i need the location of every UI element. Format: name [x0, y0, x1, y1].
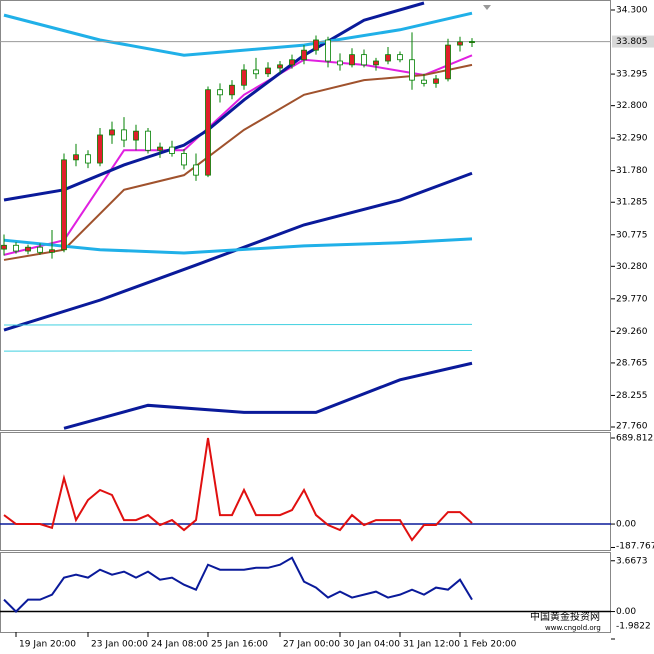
- candle-body: [49, 249, 55, 253]
- candle-body: [277, 64, 283, 69]
- candle-body: [85, 154, 91, 164]
- y-tick-label: 30.280: [616, 262, 648, 272]
- panel-3: [0, 552, 611, 633]
- y-tick-label: 31.285: [616, 198, 648, 208]
- candle-body: [373, 60, 379, 66]
- candle-body: [121, 129, 127, 141]
- y-tick-label: 29.770: [616, 294, 648, 304]
- candle-body: [97, 134, 103, 164]
- candle-body: [301, 49, 307, 61]
- y-tick-label: 30.775: [616, 230, 648, 240]
- candle-body: [361, 54, 367, 66]
- candle-body: [193, 164, 199, 176]
- candle-body: [445, 44, 451, 80]
- candle-body: [313, 39, 319, 51]
- candle-body: [241, 69, 247, 86]
- y-tick-label: -187.767: [616, 542, 654, 552]
- indicator-line: [3, 237, 473, 255]
- candle-body: [421, 79, 427, 84]
- candle-body: [25, 246, 31, 252]
- candle-body: [397, 54, 403, 61]
- candle-body: [385, 54, 391, 62]
- candle-body: [469, 41, 475, 43]
- candle-body: [205, 89, 211, 176]
- y-tick-label: 0.00: [616, 520, 636, 530]
- y-tick-label: 28.765: [616, 358, 648, 368]
- candle-body: [217, 89, 223, 96]
- candle-body: [109, 129, 115, 136]
- candle-body: [265, 67, 271, 75]
- candle-body: [229, 84, 235, 96]
- candle-body: [169, 146, 175, 154]
- y-tick-label: 34.300: [616, 6, 648, 16]
- candle-body: [409, 59, 415, 81]
- x-tick-label: 23 Jan 00:00: [91, 640, 148, 650]
- indicator-line: [3, 63, 473, 261]
- candle-body: [289, 59, 295, 66]
- candle-body: [433, 78, 439, 84]
- main-panel: [0, 0, 611, 431]
- indicator-line: [3, 54, 473, 256]
- y-tick-label: 31.780: [616, 166, 648, 176]
- x-tick-label: 30 Jan 04:00: [343, 640, 400, 650]
- y-tick-label: 32.290: [616, 134, 648, 144]
- y-tick-label: 33.295: [616, 70, 648, 80]
- candle-body: [37, 246, 43, 253]
- indicator-line: [3, 349, 473, 352]
- candle-body: [133, 130, 139, 141]
- y-tick-label: 689.8125: [616, 434, 654, 444]
- y-tick-label: 0.00: [616, 607, 636, 617]
- candle-body: [13, 244, 19, 252]
- indicator-line: [63, 361, 473, 430]
- x-tick-label: 1 Feb 20:00: [463, 640, 517, 650]
- x-tick-label: 24 Jan 08:00: [151, 640, 208, 650]
- candle-body: [253, 69, 259, 75]
- candle-body: [325, 39, 331, 62]
- current-price-box: [612, 35, 654, 48]
- candle-body: [1, 244, 7, 250]
- x-tick-label: 25 Jan 16:00: [211, 640, 268, 650]
- x-tick-label: 19 Jan 20:00: [19, 640, 76, 650]
- y-tick-label: 28.255: [616, 391, 648, 401]
- candle-body: [181, 153, 187, 166]
- current-price-label: 33.805: [616, 37, 648, 47]
- x-tick-label: 31 Jan 12:00: [403, 640, 460, 650]
- y-tick-label: 29.260: [616, 327, 648, 337]
- y-tick-label: 3.6673: [616, 556, 648, 566]
- indicator-line: [3, 556, 473, 613]
- x-tick-label: 27 Jan 00:00: [283, 640, 340, 650]
- candle-body: [73, 154, 79, 161]
- watermark-url: www.cngold.org: [545, 624, 601, 632]
- watermark-name: 中国黄金投资网: [530, 610, 600, 623]
- candle-body: [349, 54, 355, 66]
- candle-body: [157, 146, 163, 151]
- candle-body: [145, 130, 151, 151]
- indicator-line: [3, 437, 473, 542]
- indicator-line: [3, 11, 473, 57]
- panel-2: [0, 432, 611, 551]
- indicator-line: [3, 323, 473, 326]
- indicator-line: [3, 171, 473, 332]
- candle-body: [61, 159, 67, 251]
- y-tick-label: 27.760: [616, 422, 648, 432]
- candle-body: [337, 60, 343, 66]
- y-tick-label: 32.800: [616, 101, 648, 111]
- y-tick-label: -1.9822: [616, 622, 651, 632]
- candle-body: [457, 41, 463, 46]
- shift-marker: [483, 5, 491, 10]
